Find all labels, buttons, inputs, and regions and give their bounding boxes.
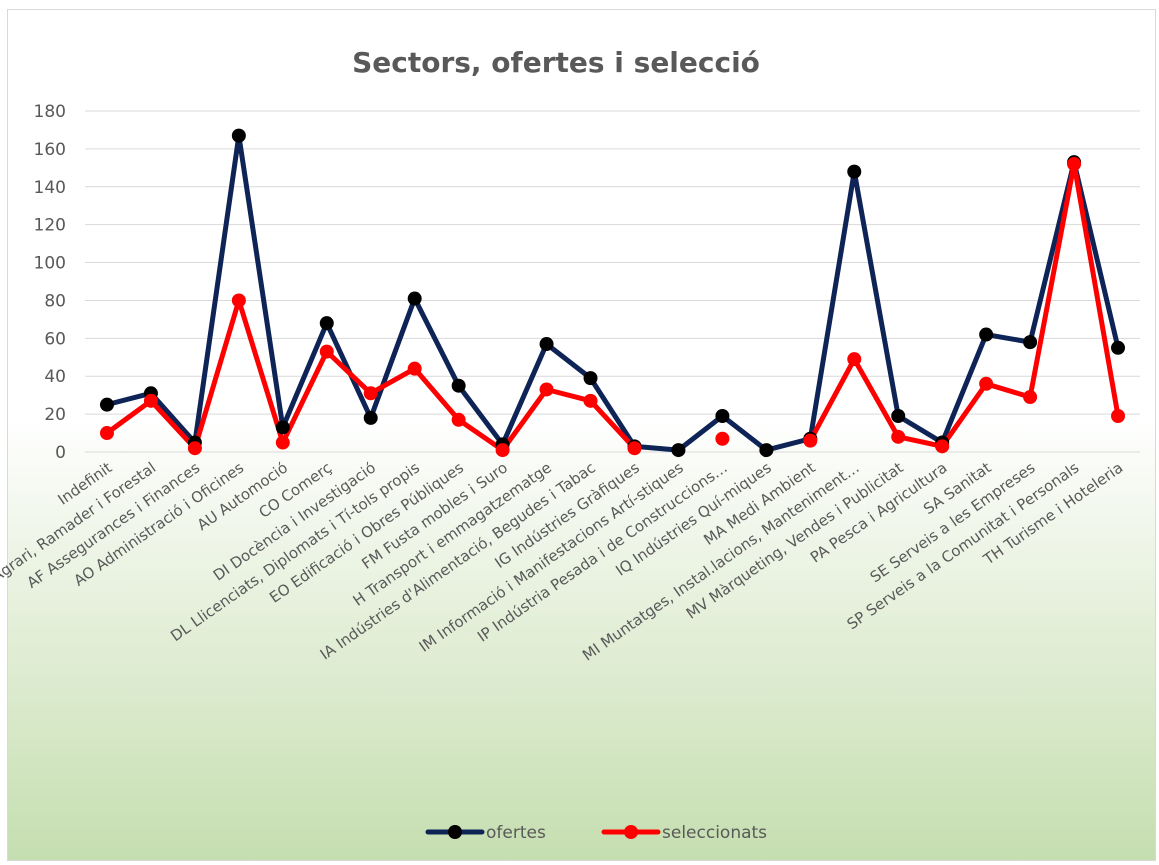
series-points: [99, 128, 1126, 458]
point-ofertes: [363, 410, 378, 425]
point-ofertes: [231, 128, 246, 143]
point-ofertes: [1023, 335, 1038, 350]
point-seleccionats: [407, 361, 422, 376]
y-tick-label: 140: [34, 178, 66, 198]
point-ofertes: [715, 409, 730, 424]
point-ofertes: [99, 397, 114, 412]
point-seleccionats: [979, 376, 994, 391]
series-line-seleccionats: [104, 297, 637, 453]
point-ofertes: [759, 443, 774, 458]
point-ofertes: [319, 316, 334, 331]
chart-title: Sectors, ofertes i selecció: [352, 46, 760, 79]
series-lines: [104, 133, 1121, 453]
y-tick-label: 100: [34, 254, 66, 274]
point-seleccionats: [803, 433, 818, 448]
legend-marker-seleccionats: [624, 825, 638, 839]
point-ofertes: [539, 337, 554, 352]
point-seleccionats: [495, 443, 510, 458]
point-seleccionats: [1111, 409, 1126, 424]
y-tick-label: 180: [34, 102, 66, 122]
point-seleccionats: [99, 426, 114, 441]
gridlines: [85, 110, 1140, 453]
point-ofertes: [451, 378, 466, 393]
point-seleccionats: [451, 412, 466, 427]
point-seleccionats: [715, 431, 730, 446]
point-ofertes: [847, 164, 862, 179]
point-seleccionats: [627, 441, 642, 456]
y-tick-label: 0: [55, 443, 66, 463]
legend-label-seleccionats: seleccionats: [662, 823, 767, 843]
point-seleccionats: [583, 393, 598, 408]
point-seleccionats: [143, 393, 158, 408]
point-seleccionats: [363, 386, 378, 401]
x-axis-labels: IndefinitAA Agrari, Ramader i ForestalAF…: [0, 458, 1126, 664]
y-axis-ticks: 0 20 40 60 80 100 120 140 160 180: [34, 102, 66, 463]
point-seleccionats: [539, 382, 554, 397]
point-ofertes: [407, 291, 422, 306]
point-seleccionats: [935, 439, 950, 454]
point-seleccionats: [847, 352, 862, 367]
legend-marker-ofertes: [448, 825, 462, 839]
point-ofertes: [891, 409, 906, 424]
point-ofertes: [1111, 340, 1126, 355]
y-tick-label: 40: [44, 367, 66, 387]
legend: ofertes seleccionats: [425, 823, 767, 843]
point-ofertes: [583, 371, 598, 386]
point-seleccionats: [1023, 390, 1038, 405]
y-tick-label: 120: [34, 216, 66, 236]
point-seleccionats: [1067, 157, 1082, 172]
y-tick-label: 60: [44, 329, 66, 349]
point-ofertes: [671, 443, 686, 458]
point-seleccionats: [231, 293, 246, 308]
point-seleccionats: [891, 429, 906, 444]
legend-label-ofertes: ofertes: [486, 823, 546, 843]
series-line-ofertes: [104, 133, 1121, 453]
point-seleccionats: [187, 441, 202, 456]
point-ofertes: [979, 327, 994, 342]
y-tick-label: 160: [34, 140, 66, 160]
y-tick-label: 80: [44, 291, 66, 311]
point-seleccionats: [319, 344, 334, 359]
point-ofertes: [275, 420, 290, 435]
x-tick-label: AF Assegurances i Finances: [23, 458, 203, 592]
point-seleccionats: [275, 435, 290, 450]
y-tick-label: 20: [44, 405, 66, 425]
series-line-seleccionats: [807, 161, 1121, 449]
